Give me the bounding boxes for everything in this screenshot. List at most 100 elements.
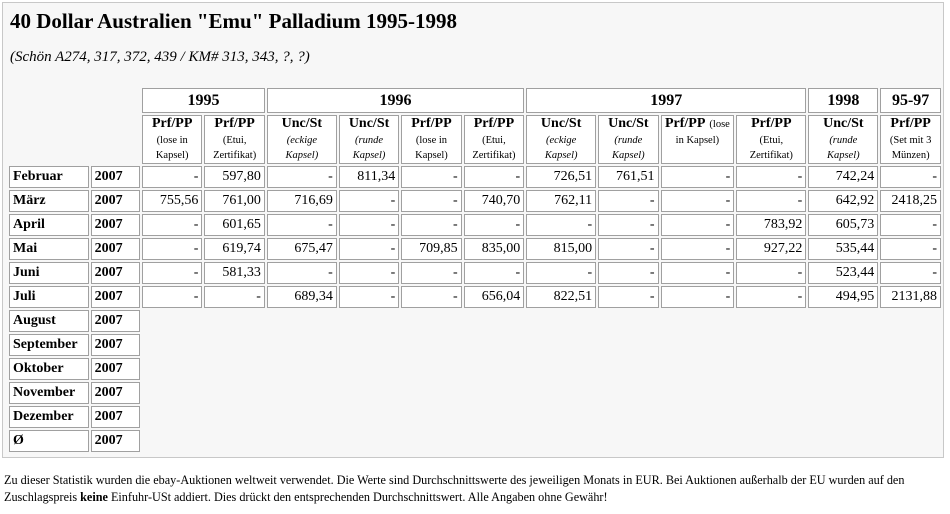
value-cell: 535,44 (808, 238, 879, 260)
price-table: 1995 1996 1997 1998 95-97 Prf/PP (lose in Kaps… (7, 86, 943, 454)
year-cell: 2007 (90, 166, 140, 188)
value-cell: - (526, 214, 597, 236)
value-cell: - (880, 214, 941, 236)
value-cell: - (660, 238, 735, 260)
month-cell: März (9, 190, 89, 212)
column-header: Prf/PP (lose in Kapsel) (660, 115, 735, 164)
value-cell: 656,04 (463, 286, 525, 308)
value-cell: - (463, 166, 525, 188)
table-row: Mai 2007-619,74 675,47-709,85 835,00 815,00-… (9, 238, 941, 260)
value-cell: 597,80 (204, 166, 265, 188)
value-cell: - (660, 166, 735, 188)
value-cell: - (598, 238, 659, 260)
value-cell: 811,34 (338, 166, 400, 188)
value-cell: - (463, 214, 525, 236)
month-cell: November (9, 382, 89, 404)
column-subtitle: (runde Kapsel) (352, 135, 386, 161)
value-cell: - (660, 214, 735, 236)
value-cell: - (141, 214, 203, 236)
month-cell: September (9, 334, 89, 356)
table-row: August 2007 (9, 310, 941, 332)
month-cell: Ø (9, 430, 89, 452)
value-cell: 726,51 (526, 166, 597, 188)
value-cell: - (660, 286, 735, 308)
value-cell: - (660, 190, 735, 212)
column-header: Prf/PP (Etui, Zertifikat) (736, 115, 807, 164)
value-cell: - (338, 286, 400, 308)
footnote-text-2: Einfuhr-USt addiert. Dies drückt den ent… (107, 490, 608, 504)
year-cell: 2007 (90, 190, 140, 212)
footnote-text-1: Zu dieser Statistik wurden die ebay-Aukt… (4, 473, 905, 504)
column-header: Unc/St (runde Kapsel) (808, 115, 879, 164)
column-header: Prf/PP (Etui, Zertifikat) (204, 115, 265, 164)
value-cell: 2131,88 (880, 286, 941, 308)
empty-area (142, 310, 941, 332)
value-cell: - (401, 166, 462, 188)
footnote-bold: keine (80, 490, 108, 504)
year-group-header: 1998 (808, 88, 879, 113)
column-header: Unc/St (runde Kapsel) (598, 115, 659, 164)
value-cell: 619,74 (204, 238, 265, 260)
value-cell: - (660, 262, 735, 284)
table-row: Ø 2007 (9, 430, 941, 452)
value-cell: 740,70 (463, 190, 525, 212)
value-cell: 755,56 (141, 190, 203, 212)
value-cell: 581,33 (204, 262, 265, 284)
value-cell: - (338, 262, 400, 284)
month-cell: April (9, 214, 89, 236)
table-row: April 2007-601,65- - - - - - -783,92 605,73- (9, 214, 941, 236)
table-row: Juli 2007- -689,34- -656,04 822,51- - -494,95 2… (9, 286, 941, 308)
column-subtitle: (runde Kapsel) (826, 135, 860, 161)
column-subtitle: (Etui, Zertifikat) (472, 135, 516, 161)
value-cell: 761,00 (204, 190, 265, 212)
empty-area (142, 406, 941, 428)
value-cell: - (598, 214, 659, 236)
year-cell: 2007 (90, 382, 140, 404)
value-cell: 494,95 (808, 286, 879, 308)
value-cell: 605,73 (808, 214, 879, 236)
corner-cell (9, 88, 89, 113)
year-cell: 2007 (90, 286, 140, 308)
value-cell: 762,11 (526, 190, 597, 212)
column-title: Prf/PP (151, 116, 193, 131)
year-group-header: 1995 (141, 88, 265, 113)
corner-cell (91, 88, 140, 113)
table-row: Februar 2007-597,80-811,34- -726,51 761,51-… (9, 166, 941, 188)
value-cell: - (266, 214, 337, 236)
value-cell: - (598, 190, 659, 212)
page-title: 40 Dollar Australien "Emu" Palladium 199… (10, 9, 458, 33)
value-cell: - (401, 190, 462, 212)
value-cell: - (880, 238, 941, 260)
value-cell: - (598, 286, 659, 308)
value-cell: - (338, 238, 400, 260)
column-header: Prf/PP (Etui, Zertifikat) (463, 115, 525, 164)
column-title: Unc/St (281, 116, 323, 131)
year-cell: 2007 (90, 214, 140, 236)
value-cell: - (401, 286, 462, 308)
table-row: Juni 2007-581,33- - - - - - - -523,44- (9, 262, 941, 284)
empty-area (142, 334, 941, 356)
column-header: Unc/St (eckige Kapsel) (266, 115, 337, 164)
value-cell: 835,00 (463, 238, 525, 260)
value-cell: 601,65 (204, 214, 265, 236)
column-title: Prf/PP (411, 116, 452, 131)
table-row: Dezember 2007 (9, 406, 941, 428)
footnote: Zu dieser Statistik wurden die ebay-Aukt… (4, 472, 944, 506)
column-subtitle: (Etui, Zertifikat) (213, 135, 257, 161)
column-subtitle: (lose in Kapsel) (675, 119, 730, 146)
table-row: März 2007 755,56 761,00 716,69- -740,70 762,11… (9, 190, 941, 212)
column-title: Prf/PP (890, 116, 931, 131)
year-group-header: 95-97 (880, 88, 941, 113)
value-cell: - (880, 166, 941, 188)
column-title: Prf/PP (473, 116, 515, 131)
value-cell: 761,51 (598, 166, 659, 188)
column-header: Prf/PP (Set mit 3 Münzen) (880, 115, 941, 164)
table-row: Oktober 2007 (9, 358, 941, 380)
value-cell: - (401, 262, 462, 284)
value-cell: 642,92 (808, 190, 879, 212)
column-subtitle: (lose in Kapsel) (155, 135, 189, 161)
year-cell: 2007 (90, 262, 140, 284)
column-subtitle: (runde Kapsel) (611, 135, 645, 161)
corner-cell (91, 115, 140, 164)
table-row: September 2007 (9, 334, 941, 356)
